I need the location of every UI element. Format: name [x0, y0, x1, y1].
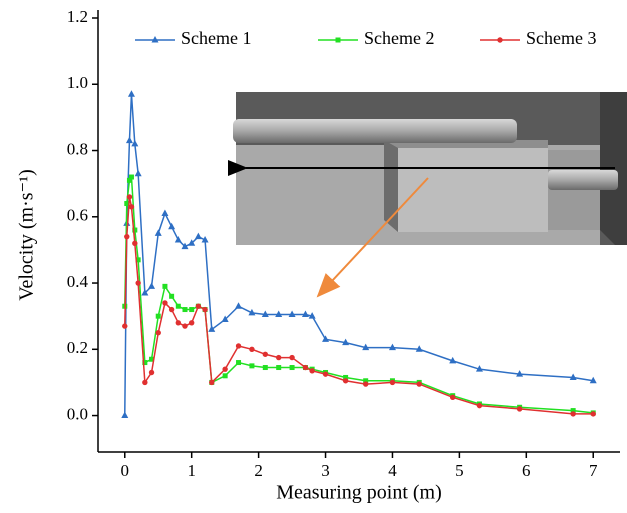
marker: [417, 381, 422, 386]
legend-label: Scheme 1: [181, 28, 251, 48]
marker: [276, 355, 281, 360]
marker: [323, 371, 328, 376]
marker: [142, 380, 147, 385]
marker: [175, 236, 182, 243]
marker: [390, 380, 395, 385]
marker: [477, 403, 482, 408]
marker: [135, 170, 142, 177]
marker: [517, 406, 522, 411]
marker: [182, 323, 187, 328]
x-tick-label: 3: [321, 461, 330, 480]
marker: [303, 365, 308, 370]
marker: [249, 347, 254, 352]
x-tick-label: 1: [187, 461, 196, 480]
marker: [169, 307, 174, 312]
marker: [309, 368, 314, 373]
marker: [236, 343, 241, 348]
marker: [290, 365, 295, 370]
marker: [591, 411, 596, 416]
y-tick-label: 0.0: [67, 404, 88, 423]
y-tick-label: 0.6: [67, 206, 88, 225]
marker: [156, 314, 161, 319]
marker: [176, 320, 181, 325]
y-axis-title: Velocity (m·s⁻¹): [16, 169, 38, 301]
marker: [162, 284, 167, 289]
x-tick-label: 4: [388, 461, 397, 480]
x-tick-label: 0: [121, 461, 130, 480]
x-tick-label: 6: [522, 461, 531, 480]
marker: [189, 307, 194, 312]
marker: [168, 223, 175, 230]
x-axis-title: Measuring point (m): [276, 482, 442, 504]
marker: [196, 304, 201, 309]
marker: [148, 282, 155, 289]
marker: [129, 175, 134, 180]
legend-marker: [497, 37, 502, 42]
marker: [126, 137, 133, 144]
marker: [129, 204, 134, 209]
marker: [169, 294, 174, 299]
marker: [222, 366, 227, 371]
marker: [202, 307, 207, 312]
y-tick-label: 0.2: [67, 338, 88, 357]
marker: [162, 300, 167, 305]
marker: [156, 330, 161, 335]
marker: [363, 381, 368, 386]
marker: [570, 411, 575, 416]
x-tick-label: 7: [589, 461, 598, 480]
marker: [121, 412, 128, 419]
inset-model: [233, 92, 627, 296]
marker: [132, 241, 137, 246]
x-tick-label: 2: [254, 461, 263, 480]
marker: [131, 140, 138, 147]
marker: [289, 355, 294, 360]
legend-marker: [336, 38, 341, 43]
legend-label: Scheme 3: [526, 28, 596, 48]
marker: [127, 194, 132, 199]
marker: [235, 302, 242, 309]
marker: [223, 373, 228, 378]
marker: [128, 90, 135, 97]
marker: [149, 370, 154, 375]
marker: [208, 325, 215, 332]
marker: [343, 378, 348, 383]
marker: [263, 352, 268, 357]
marker: [189, 320, 194, 325]
marker: [195, 233, 202, 240]
marker: [135, 280, 140, 285]
marker: [249, 363, 254, 368]
x-tick-label: 5: [455, 461, 464, 480]
marker: [209, 380, 214, 385]
legend-label: Scheme 2: [364, 28, 434, 48]
marker: [450, 395, 455, 400]
marker: [124, 234, 129, 239]
marker: [176, 304, 181, 309]
marker: [161, 209, 168, 216]
chart: Measuring point (m) Velocity (m·s⁻¹) 0.0…: [0, 0, 627, 513]
y-tick-label: 0.4: [67, 272, 89, 291]
y-tick-label: 0.8: [67, 139, 88, 158]
y-tick-label: 1.0: [67, 73, 88, 92]
marker: [122, 323, 127, 328]
marker: [263, 365, 268, 370]
marker: [276, 365, 281, 370]
marker: [155, 229, 162, 236]
marker: [183, 307, 188, 312]
marker: [236, 360, 241, 365]
y-tick-label: 1.2: [67, 7, 88, 26]
